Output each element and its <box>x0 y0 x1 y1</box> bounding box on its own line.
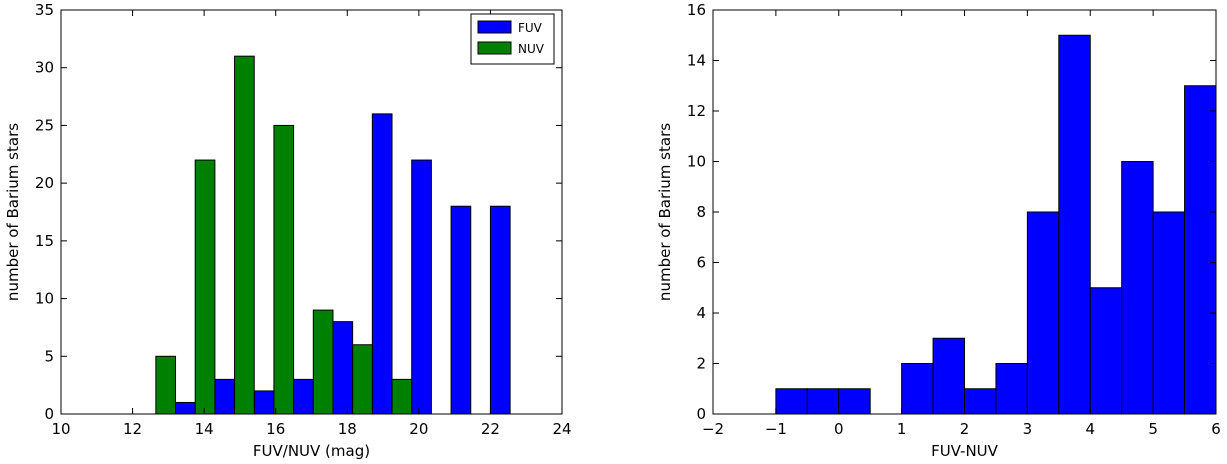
x-tick-label: 3 <box>1023 420 1033 438</box>
bar-count-12 <box>1089 287 1123 415</box>
y-tick-label: 30 <box>35 59 54 77</box>
y-tick-label: 4 <box>696 304 706 322</box>
tick-marks <box>60 9 563 415</box>
bar-count-10 <box>1026 211 1060 415</box>
bar-fuv-9 <box>450 205 472 415</box>
y-tick-label: 16 <box>687 1 706 19</box>
bar-nuv-2 <box>194 159 216 415</box>
y-tick-label: 14 <box>687 52 706 70</box>
x-tick-label: −1 <box>765 420 787 438</box>
legend-label-nuv: NUV <box>518 42 545 56</box>
bar-nuv-4 <box>273 124 295 415</box>
bar-fuv-8 <box>411 159 432 415</box>
x-tick-label: 4 <box>1085 420 1095 438</box>
legend-label-fuv: FUV <box>518 21 543 35</box>
y-tick-label: 25 <box>35 116 54 134</box>
legend-swatch-nuv <box>477 41 512 55</box>
y-tick-label: 0 <box>696 405 706 423</box>
bar-fuv-10 <box>489 205 511 415</box>
bar-nuv-3 <box>234 55 255 415</box>
x-tick-label: 16 <box>266 420 285 438</box>
bar-fuv-3 <box>214 378 236 415</box>
x-tick-labels: 10 12 14 16 18 20 22 24 <box>51 420 571 438</box>
y-tick-labels: 0 2 4 6 8 10 12 14 16 <box>687 1 706 423</box>
x-tick-label: −2 <box>702 420 724 438</box>
x-tick-label: 18 <box>338 420 357 438</box>
x-axis-label: FUV-NUV <box>931 442 999 460</box>
bar-count-9 <box>995 363 1028 415</box>
x-tick-label: 0 <box>834 420 844 438</box>
bar-fuv-6 <box>332 321 354 415</box>
bars-group <box>155 55 511 415</box>
legend-swatch-fuv <box>477 20 512 34</box>
bar-fuv-4 <box>253 390 275 415</box>
y-tick-label: 35 <box>35 1 54 19</box>
y-tick-label: 2 <box>696 355 706 373</box>
bar-count-11 <box>1058 34 1091 415</box>
y-tick-label: 20 <box>35 174 54 192</box>
x-tick-label: 2 <box>960 420 970 438</box>
x-tick-label: 22 <box>481 420 500 438</box>
y-tick-label: 15 <box>35 232 54 250</box>
y-tick-label: 10 <box>687 153 706 171</box>
y-tick-label: 10 <box>35 290 54 308</box>
y-tick-label: 8 <box>696 203 706 221</box>
bar-nuv-5 <box>312 309 334 415</box>
x-tick-label: 5 <box>1148 420 1158 438</box>
x-tick-label: 6 <box>1211 420 1221 438</box>
bar-count-3 <box>806 388 840 415</box>
bar-count-15 <box>1184 85 1217 415</box>
bar-fuv-5 <box>293 378 314 415</box>
x-tick-label: 12 <box>123 420 142 438</box>
bar-count-8 <box>964 388 997 415</box>
legend: FUV NUV <box>470 13 555 65</box>
y-tick-label: 0 <box>44 405 54 423</box>
bar-fuv-2 <box>175 401 196 415</box>
histogram-fuv-nuv-magnitudes: 10 12 14 16 18 20 22 24 0 5 10 15 20 25 30 35 FUV/NUV … <box>4 1 572 460</box>
plot-frame <box>60 9 563 415</box>
bar-count-7 <box>932 337 965 415</box>
y-tick-labels: 0 5 10 15 20 25 30 35 <box>35 1 54 423</box>
x-tick-label: 24 <box>552 420 571 438</box>
bar-count-14 <box>1152 211 1186 415</box>
bar-count-4 <box>838 388 871 415</box>
x-tick-label: 14 <box>195 420 214 438</box>
y-axis-label: number of Barium stars <box>4 123 22 301</box>
bar-nuv-1 <box>155 355 177 415</box>
x-axis-label: FUV/NUV (mag) <box>253 442 370 460</box>
x-tick-label: 20 <box>409 420 428 438</box>
bar-nuv-6 <box>352 344 373 415</box>
y-axis-label: number of Barium stars <box>656 123 674 301</box>
plot-frame <box>712 9 1217 415</box>
bars-group <box>775 34 1217 415</box>
bar-fuv-7 <box>371 113 393 415</box>
bar-count-13 <box>1121 161 1154 415</box>
y-tick-label: 5 <box>44 347 54 365</box>
x-tick-labels: −2 −1 0 1 2 3 4 5 6 <box>702 420 1221 438</box>
bar-nuv-7 <box>391 378 413 415</box>
bar-count-2 <box>775 388 808 415</box>
bar-count-6 <box>901 363 934 415</box>
y-tick-label: 12 <box>687 102 706 120</box>
x-tick-label: 1 <box>897 420 907 438</box>
y-tick-label: 6 <box>696 254 706 272</box>
x-tick-label: 10 <box>51 420 70 438</box>
